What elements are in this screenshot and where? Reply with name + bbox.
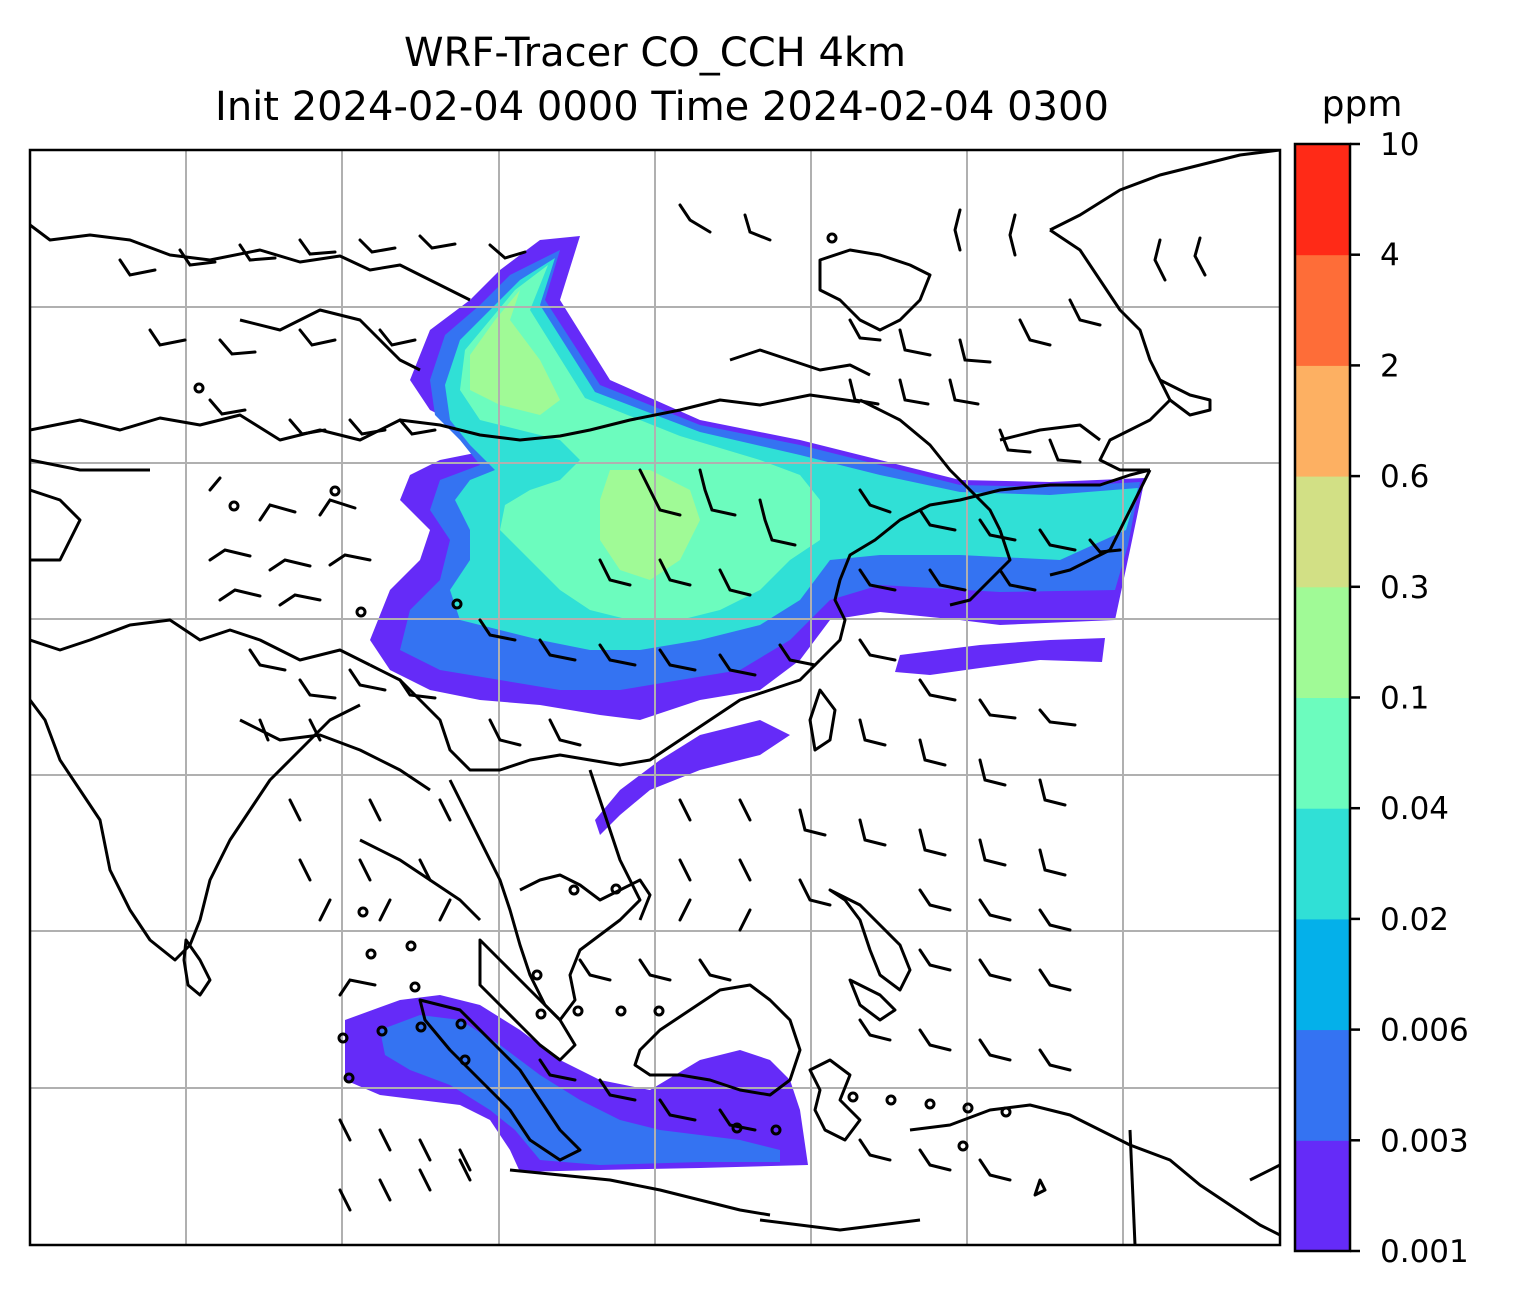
colorbar-tick-label: 0.001 — [1380, 1234, 1469, 1270]
colorbar-swatch — [1295, 476, 1350, 588]
colorbar-swatch — [1295, 365, 1350, 477]
colorbar-swatch — [1295, 1140, 1350, 1252]
colorbar-swatch — [1295, 144, 1350, 256]
tracer-field — [345, 236, 1145, 1172]
plume-strip-level-1 — [595, 720, 790, 835]
colorbar-swatch — [1295, 254, 1350, 366]
colorbar-swatch — [1295, 808, 1350, 920]
wind-barbs — [118, 203, 1207, 1212]
colorbar-tick-label: 10 — [1380, 127, 1419, 163]
colorbar-frame — [1293, 142, 1352, 1253]
colorbar-tick-label: 0.6 — [1380, 459, 1429, 495]
colorbar-tick-label: 0.3 — [1380, 570, 1429, 606]
colorbar-swatch — [1295, 586, 1350, 698]
colorbar-tick-label: 0.003 — [1380, 1123, 1469, 1159]
chart-title: WRF-Tracer CO_CCH 4km — [404, 30, 906, 76]
colorbar-swatch — [1295, 1029, 1350, 1141]
colorbar: ppm 0.001 0.003 0.006 0.02 0.04 0.1 0.3 0.6 2 4 10 — [1293, 84, 1469, 1270]
colorbar-unit: ppm — [1322, 84, 1403, 125]
map-frame — [28, 148, 1282, 1247]
coastlines — [30, 150, 1280, 1245]
chart-subtitle: Init 2024-02-04 0000 Time 2024-02-04 030… — [215, 84, 1109, 130]
colorbar-tick-label: 0.04 — [1380, 791, 1449, 827]
map-panel — [28, 148, 1282, 1247]
plume-south-level-2 — [380, 1015, 780, 1165]
gridlines — [30, 150, 1280, 1245]
colorbar-swatch — [1295, 697, 1350, 809]
colorbar-tick-label: 4 — [1380, 238, 1400, 274]
plume-band-level-1 — [895, 638, 1105, 675]
colorbar-tick-label: 0.1 — [1380, 681, 1429, 717]
plume-north-level-5b — [600, 470, 700, 580]
calm-markers — [193, 232, 1012, 1152]
colorbar-tick-label: 0.006 — [1380, 1013, 1469, 1049]
colorbar-tick-label: 0.02 — [1380, 902, 1449, 938]
colorbar-tick-label: 2 — [1380, 348, 1400, 384]
plume-north-level-5 — [470, 290, 560, 415]
plume-north-level-4 — [460, 265, 820, 620]
colorbar-swatch — [1295, 918, 1350, 1031]
